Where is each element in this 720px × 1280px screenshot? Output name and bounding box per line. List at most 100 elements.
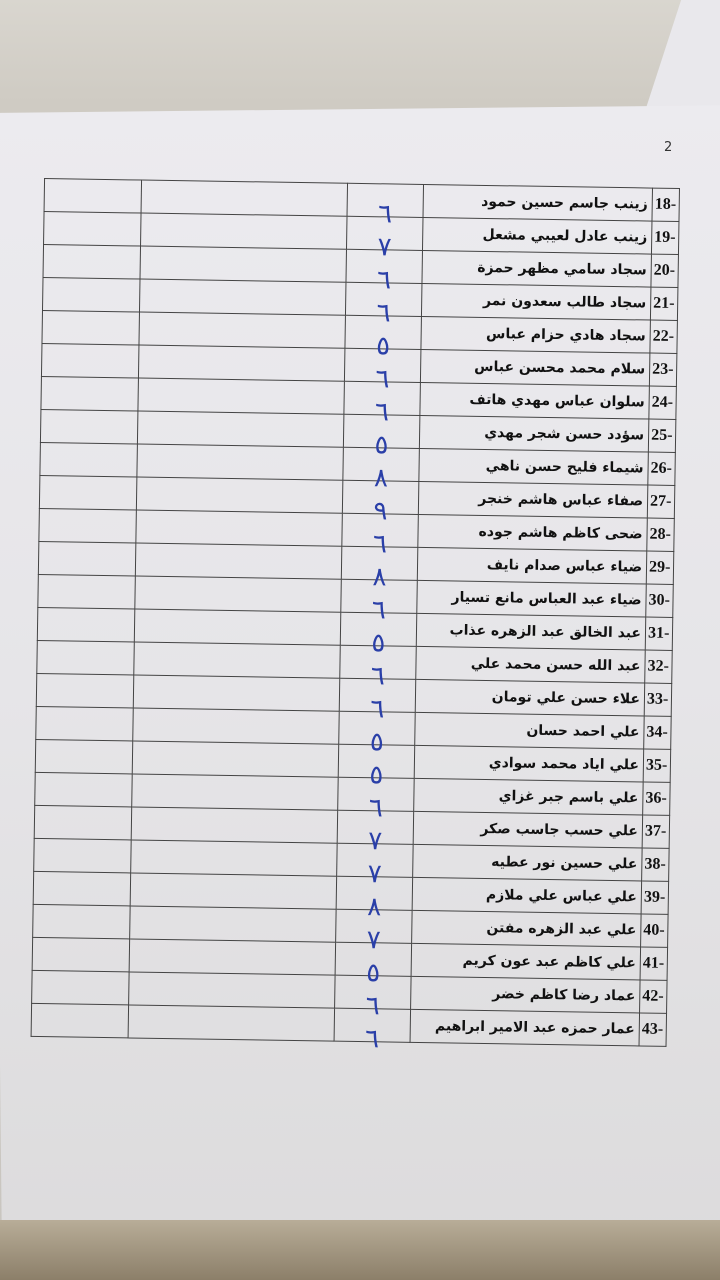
student-name: زينب عادل لعيبي مشعل — [422, 217, 653, 255]
row-number: 30- — [645, 584, 674, 618]
student-name: سلوان عباس مهدي هاتف — [419, 382, 650, 420]
empty-cell — [35, 706, 134, 741]
empty-cell — [34, 805, 132, 840]
row-number: 23- — [649, 353, 677, 387]
handwritten-grade: ٥ — [375, 331, 391, 362]
row-number: 24- — [648, 386, 677, 420]
empty-cell — [137, 378, 345, 415]
empty-cell — [43, 211, 141, 247]
row-number: 25- — [648, 419, 676, 453]
empty-cell — [127, 1004, 335, 1042]
handwritten-grade: ٨ — [373, 463, 389, 494]
student-name: سلام محمد محسن عباس — [420, 349, 650, 387]
page-number: 2 — [664, 140, 673, 155]
row-number: 18- — [652, 188, 680, 222]
student-name: علي احمد حسان — [414, 712, 645, 749]
handwritten-grade: ٨ — [372, 562, 387, 593]
handwritten-grade: ٦ — [377, 199, 393, 230]
empty-cell — [137, 411, 345, 448]
handwritten-grade: ٥ — [371, 628, 386, 659]
student-name: ضياء عبد العباس مانع تسيار — [416, 580, 647, 618]
row-number: 19- — [651, 221, 679, 255]
student-name: ضياء عباس صدام نايف — [417, 547, 647, 585]
empty-cell — [131, 773, 339, 811]
empty-cell — [136, 477, 344, 514]
student-name: سؤدد حسن شجر مهدي — [419, 415, 649, 453]
empty-cell — [35, 739, 133, 774]
row-number: 31- — [645, 617, 673, 651]
empty-cell — [140, 213, 348, 250]
empty-cell — [40, 409, 138, 445]
row-number: 26- — [647, 452, 676, 486]
handwritten-grade: ٧ — [368, 826, 383, 857]
student-name: عماد رضا كاظم خضر — [410, 976, 641, 1013]
row-number: 29- — [646, 551, 674, 585]
empty-cell — [32, 904, 131, 939]
student-name: صفاء عباس هاشم خنجر — [418, 481, 648, 519]
student-name: علاء حسن علي تومان — [415, 679, 645, 717]
handwritten-grade: ٦ — [376, 265, 392, 296]
empty-cell — [128, 971, 336, 1009]
empty-cell — [36, 673, 134, 708]
student-name: علي عبد الزهره مفتن — [411, 910, 642, 947]
empty-cell — [31, 1003, 129, 1038]
row-number: 20- — [650, 254, 679, 288]
empty-cell — [43, 244, 141, 280]
handwritten-grade: ٦ — [376, 298, 391, 329]
row-number: 37- — [642, 814, 670, 849]
handwritten-grade: ٥ — [369, 760, 384, 791]
empty-cell — [135, 509, 343, 547]
empty-cell — [40, 376, 139, 412]
empty-cell — [133, 641, 341, 679]
student-name: عبد الخالق عبد الزهره عذاب — [416, 613, 646, 651]
handwritten-grade: ٧ — [367, 859, 382, 890]
row-number: 36- — [642, 781, 671, 816]
student-grades-table: ٦ زينب جاسم حسين حمود 18- ٧ زينب عادل لعيبي … — [31, 178, 680, 1055]
row-number: 27- — [647, 485, 675, 519]
empty-cell — [134, 608, 342, 646]
handwritten-grade: ٦ — [370, 694, 385, 725]
empty-cell — [39, 442, 138, 478]
empty-cell — [32, 937, 130, 972]
handwritten-grade: ٦ — [371, 595, 387, 626]
student-name: علي عباس علي ملازم — [412, 877, 642, 914]
student-name: شيماء فليح حسن ناهي — [418, 448, 649, 486]
row-number: 22- — [649, 320, 678, 354]
handwritten-grade: ٨ — [367, 892, 382, 923]
empty-cell — [132, 707, 340, 745]
empty-cell — [37, 574, 136, 609]
handwritten-grade: ٦ — [364, 1024, 380, 1055]
empty-cell — [129, 905, 337, 943]
row-number: 39- — [641, 880, 669, 915]
empty-cell — [140, 180, 348, 217]
empty-cell — [34, 772, 133, 807]
empty-cell — [44, 178, 142, 214]
empty-cell — [132, 740, 339, 778]
empty-cell — [138, 345, 346, 382]
empty-cell — [31, 970, 129, 1005]
empty-cell — [139, 246, 347, 283]
row-number: 35- — [643, 748, 671, 783]
empty-cell — [133, 674, 341, 712]
empty-cell — [131, 806, 338, 844]
student-name: علي حسب جاسب صكر — [413, 811, 643, 848]
row-number: 42- — [639, 979, 668, 1014]
empty-cell — [41, 343, 139, 379]
row-number: 38- — [641, 847, 670, 882]
student-name: علي كاظم عبد عون كريم — [410, 943, 641, 980]
empty-cell — [130, 872, 337, 910]
student-name: علي حسين نور عطيه — [412, 844, 643, 881]
student-name: علي باسم جبر غزاي — [413, 778, 644, 815]
row-number: 32- — [644, 650, 673, 684]
handwritten-grade: ٧ — [377, 232, 392, 263]
handwritten-grade: ٦ — [368, 793, 384, 824]
floor — [0, 1220, 720, 1280]
student-name: ضحى كاظم هاشم جوده — [417, 514, 648, 552]
empty-cell — [130, 839, 338, 877]
handwritten-grade: ٦ — [372, 529, 388, 560]
handwritten-grade: ٦ — [375, 364, 390, 395]
empty-cell — [138, 312, 346, 349]
grade-cell: ٦ — [347, 183, 424, 229]
handwritten-grade: ٦ — [370, 661, 386, 692]
row-number: 21- — [650, 287, 678, 321]
